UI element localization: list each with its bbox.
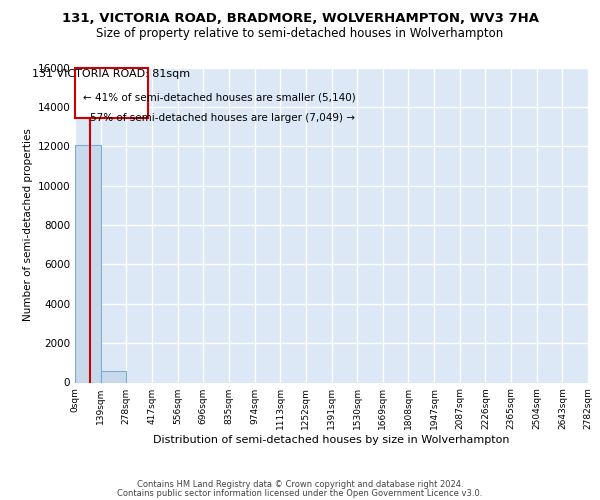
- Text: 57% of semi-detached houses are larger (7,049) →: 57% of semi-detached houses are larger (…: [91, 113, 355, 123]
- Text: 131 VICTORIA ROAD: 81sqm: 131 VICTORIA ROAD: 81sqm: [32, 69, 190, 79]
- FancyBboxPatch shape: [75, 68, 148, 117]
- Text: 131, VICTORIA ROAD, BRADMORE, WOLVERHAMPTON, WV3 7HA: 131, VICTORIA ROAD, BRADMORE, WOLVERHAMP…: [62, 12, 539, 26]
- Text: Size of property relative to semi-detached houses in Wolverhampton: Size of property relative to semi-detach…: [97, 28, 503, 40]
- Bar: [75, 146, 101, 382]
- X-axis label: Distribution of semi-detached houses by size in Wolverhampton: Distribution of semi-detached houses by …: [153, 435, 510, 445]
- Text: ← 41% of semi-detached houses are smaller (5,140): ← 41% of semi-detached houses are smalle…: [83, 92, 355, 102]
- Y-axis label: Number of semi-detached properties: Number of semi-detached properties: [23, 128, 33, 322]
- Text: Contains public sector information licensed under the Open Government Licence v3: Contains public sector information licen…: [118, 488, 482, 498]
- Text: Contains HM Land Registry data © Crown copyright and database right 2024.: Contains HM Land Registry data © Crown c…: [137, 480, 463, 489]
- Bar: [101, 372, 126, 382]
